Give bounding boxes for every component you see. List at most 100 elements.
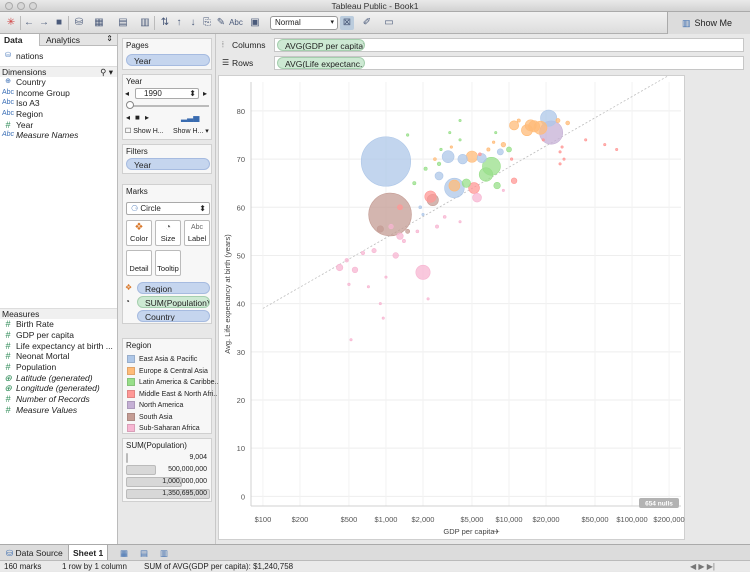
data-point[interactable] xyxy=(351,266,359,274)
measure-field[interactable]: # Number of Records xyxy=(0,394,117,405)
pane-menu-icon[interactable]: ⇕ xyxy=(106,34,113,43)
data-point[interactable] xyxy=(458,220,462,224)
data-point[interactable] xyxy=(603,143,607,147)
data-point[interactable] xyxy=(418,205,423,210)
data-point[interactable] xyxy=(360,136,412,187)
presentation-icon[interactable]: ▭ xyxy=(384,17,394,28)
data-point[interactable] xyxy=(396,232,404,240)
data-point[interactable] xyxy=(558,162,562,166)
show-history-checkbox[interactable]: ☐ Show H... xyxy=(125,128,164,135)
data-source-tab[interactable]: ⛁ Data Source xyxy=(6,548,63,558)
data-point[interactable] xyxy=(494,131,498,135)
data-point[interactable] xyxy=(492,140,496,144)
data-point[interactable] xyxy=(415,264,431,280)
data-point[interactable] xyxy=(449,145,453,149)
data-point[interactable] xyxy=(392,252,399,259)
data-point[interactable] xyxy=(406,133,410,137)
dimension-field[interactable]: Abc Income Group xyxy=(2,87,70,98)
data-point[interactable] xyxy=(421,213,425,217)
year-slider-thumb[interactable] xyxy=(126,101,134,109)
filter-year-pill[interactable]: Year xyxy=(126,158,210,170)
next-page-icon[interactable]: ▸ xyxy=(203,89,208,98)
sheet-1-tab[interactable]: Sheet 1 xyxy=(68,545,109,561)
close-window-button[interactable] xyxy=(5,2,13,10)
legend-item[interactable]: Europe & Central Asia xyxy=(127,366,208,377)
columns-shelf[interactable]: AVG(GDP per capita) xyxy=(274,38,744,52)
new-dashboard-icon[interactable]: ▤ xyxy=(140,548,149,558)
chart-view[interactable]: 0 10 20 30 40 50 60 70 80 $100 $200 $500 $1,000 $2,00… xyxy=(218,72,685,540)
data-point[interactable] xyxy=(434,171,444,181)
highlight-icon[interactable]: ✎ xyxy=(216,17,226,28)
data-point[interactable] xyxy=(486,147,491,152)
data-point[interactable] xyxy=(426,297,430,301)
show-me-button[interactable]: ▥ Show Me xyxy=(667,12,750,34)
clear-sheet-icon[interactable]: ▥ xyxy=(140,17,150,28)
data-point[interactable] xyxy=(378,302,382,306)
legend-item[interactable]: Latin America & Caribbe.. xyxy=(127,377,218,388)
fix-axes-icon[interactable]: ⊠ xyxy=(340,16,354,30)
duplicate-sheet-icon[interactable]: ▤ xyxy=(118,17,128,28)
show-history-options[interactable]: Show H... ▾ xyxy=(173,128,209,135)
data-point[interactable] xyxy=(496,148,504,156)
new-story-icon[interactable]: ▥ xyxy=(160,548,169,558)
pen-icon[interactable]: ✐ xyxy=(362,17,372,28)
data-point[interactable] xyxy=(521,124,533,137)
data-point[interactable] xyxy=(458,119,462,123)
sort-ascending-icon[interactable]: ↑ xyxy=(176,17,182,28)
swap-icon[interactable]: ⇅ xyxy=(160,17,170,28)
show-labels-button[interactable]: Abc xyxy=(229,18,243,27)
data-point[interactable] xyxy=(439,147,443,152)
measure-field[interactable]: ⊕ Longitude (generated) xyxy=(0,383,117,394)
color-button[interactable]: ❖ Color xyxy=(126,220,152,246)
data-point[interactable] xyxy=(412,181,417,186)
columns-gdp-pill[interactable]: AVG(GDP per capita) xyxy=(277,39,365,51)
new-worksheet-icon[interactable]: ▦ xyxy=(94,17,104,28)
save-icon[interactable]: ■ xyxy=(55,17,63,28)
dimension-field[interactable]: # Year xyxy=(0,120,117,131)
data-point[interactable] xyxy=(442,215,447,219)
rows-shelf[interactable]: AVG(Life expectanc.. xyxy=(274,56,744,70)
data-point[interactable] xyxy=(415,229,420,234)
fit-icon[interactable]: ▣ xyxy=(250,17,260,28)
dimension-field[interactable]: Abc Measure Names xyxy=(2,130,79,141)
data-point[interactable] xyxy=(562,157,566,161)
data-point[interactable] xyxy=(506,146,512,153)
data-point[interactable] xyxy=(560,145,564,149)
redo-icon[interactable]: → xyxy=(39,17,49,28)
status-nav-icons[interactable]: ◀ ▶ ▶| xyxy=(690,562,715,571)
region-pill[interactable]: Region xyxy=(137,282,210,294)
data-point[interactable] xyxy=(565,120,570,126)
data-point[interactable] xyxy=(493,182,501,190)
measure-field[interactable]: # Population xyxy=(0,362,117,373)
measure-field[interactable]: # GDP per capita xyxy=(0,330,117,341)
data-point[interactable] xyxy=(458,138,462,142)
data-point[interactable] xyxy=(336,263,344,272)
data-point[interactable] xyxy=(478,167,494,182)
tab-data[interactable]: Data xyxy=(0,34,40,46)
data-point[interactable] xyxy=(441,150,455,163)
data-point[interactable] xyxy=(510,157,514,161)
data-point[interactable] xyxy=(457,153,468,165)
population-pill[interactable]: SUM(Population) xyxy=(137,296,210,308)
data-point[interactable] xyxy=(510,177,518,184)
measure-field[interactable]: ⊕ Latitude (generated) xyxy=(0,373,117,384)
data-point[interactable] xyxy=(436,161,442,167)
data-point[interactable] xyxy=(381,316,385,320)
pages-year-pill[interactable]: Year xyxy=(126,54,210,66)
data-point[interactable] xyxy=(368,192,412,237)
data-point[interactable] xyxy=(347,282,351,286)
label-button[interactable]: Abc Label xyxy=(184,220,210,246)
data-point[interactable] xyxy=(401,239,406,243)
play-backward-icon[interactable]: ◂ xyxy=(126,113,131,122)
data-point[interactable] xyxy=(468,182,480,194)
measure-field[interactable]: # Birth Rate xyxy=(0,319,117,330)
data-point[interactable] xyxy=(541,138,545,142)
tab-analytics[interactable]: Analytics xyxy=(46,35,81,45)
data-point[interactable] xyxy=(405,228,411,234)
data-point[interactable] xyxy=(500,142,506,148)
data-point[interactable] xyxy=(448,179,461,192)
measure-field[interactable]: # Measure Values xyxy=(0,405,117,416)
data-point[interactable] xyxy=(472,192,482,203)
legend-item[interactable]: Middle East & North Afri.. xyxy=(127,389,217,400)
data-point[interactable] xyxy=(433,157,437,161)
